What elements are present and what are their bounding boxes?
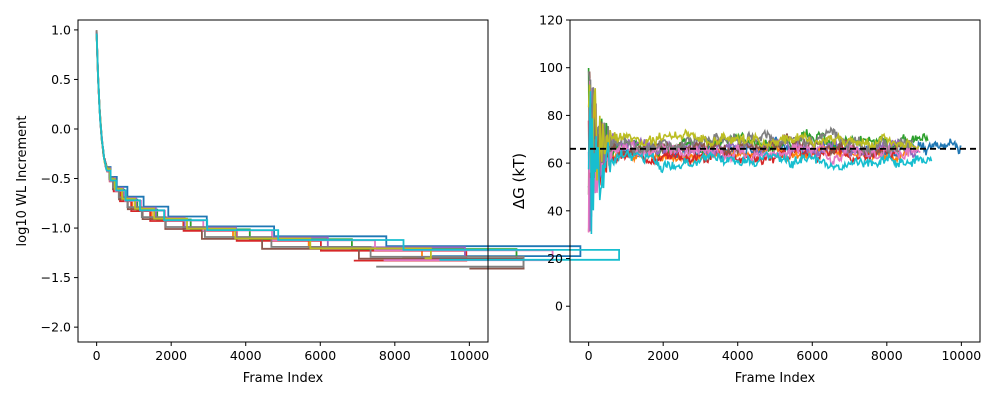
delta-g-x-tick-label: 8000	[871, 348, 903, 363]
wl-increment-x-tick-label: 0	[93, 348, 101, 363]
wl-increment-y-tick-label: −2.0	[41, 320, 71, 335]
delta-g-series-line	[587, 91, 933, 235]
delta-g-y-tick-label: 100	[539, 60, 563, 75]
delta-g-series-line	[587, 71, 914, 179]
delta-g-plot-frame	[569, 19, 981, 343]
wl-increment-y-tick-label: 0.0	[51, 121, 71, 136]
wl-increment-y-tick-label: 0.5	[51, 72, 71, 87]
delta-g-x-tick-label: 4000	[722, 348, 754, 363]
delta-g-x-axis-label: Frame Index	[735, 371, 816, 386]
wl-increment-y-tick-label: −1.0	[41, 221, 71, 236]
delta-g-y-tick-label: 20	[547, 251, 563, 266]
delta-g-y-tick-label: 120	[539, 13, 563, 28]
delta-g-y-axis-label: ΔG (kT)	[510, 153, 528, 209]
wl-increment-x-tick-label: 10000	[449, 348, 489, 363]
wl-increment-x-tick-label: 2000	[155, 348, 187, 363]
wl-increment-series-line	[95, 33, 620, 261]
delta-g-y-ticks: 0 20 40 60 80 100 120	[539, 13, 570, 314]
wl-increment-x-axis-label: Frame Index	[243, 371, 324, 386]
delta-g-series-line	[587, 84, 920, 181]
delta-g-x-tick-label: 6000	[796, 348, 828, 363]
wl-increment-y-tick-label: 1.0	[51, 22, 71, 37]
wl-increment-y-tick-label: −0.5	[41, 171, 71, 186]
delta-g-y-tick-label: 80	[547, 108, 563, 123]
wl-increment-y-tick-label: −1.5	[41, 270, 71, 285]
delta-g-y-tick-label: 0	[555, 299, 563, 314]
delta-g-series-group	[587, 67, 962, 235]
delta-g-x-tick-label: 0	[585, 348, 593, 363]
delta-g-chart: 0 2000 4000 6000 8000 10000 0 20 40 60 80 100 120 F…	[510, 13, 981, 387]
wl-increment-series-group	[95, 30, 620, 270]
wl-increment-x-tick-label: 4000	[230, 348, 262, 363]
delta-g-y-tick-label: 40	[547, 203, 563, 218]
wl-increment-plot-frame	[77, 19, 489, 343]
wl-increment-y-ticks: 1.0 0.5 0.0 −0.5 −1.0 −1.5 −2.0	[41, 22, 78, 335]
delta-g-x-ticks: 0 2000 4000 6000 8000 10000	[585, 342, 981, 363]
delta-g-y-tick-label: 60	[547, 156, 563, 171]
wl-increment-x-ticks: 0 2000 4000 6000 8000 10000	[93, 342, 489, 363]
delta-g-x-tick-label: 2000	[647, 348, 679, 363]
wl-increment-x-tick-label: 8000	[379, 348, 411, 363]
wl-increment-chart: 0 2000 4000 6000 8000 10000 1.00.50.0−0.5−1.0…	[15, 19, 620, 386]
delta-g-x-tick-label: 10000	[941, 348, 981, 363]
wl-increment-y-axis-label: log10 WL Increment	[15, 116, 30, 247]
wl-increment-x-tick-label: 6000	[304, 348, 336, 363]
